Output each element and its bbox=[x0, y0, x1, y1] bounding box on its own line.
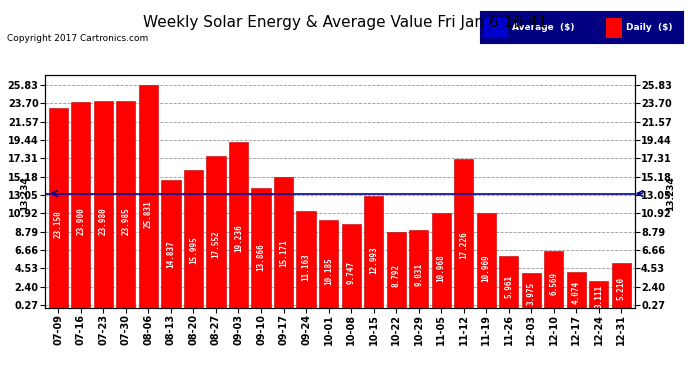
Text: 12.993: 12.993 bbox=[369, 247, 378, 274]
Bar bbox=[589, 281, 609, 308]
Bar bbox=[606, 18, 622, 38]
Text: 13.234: 13.234 bbox=[667, 176, 676, 211]
Text: 23.900: 23.900 bbox=[77, 207, 86, 235]
Text: 17.226: 17.226 bbox=[459, 231, 469, 259]
Bar bbox=[364, 196, 383, 308]
Bar bbox=[431, 213, 451, 308]
Text: 6.569: 6.569 bbox=[549, 272, 558, 295]
Bar bbox=[117, 101, 135, 308]
Bar bbox=[251, 188, 270, 308]
Text: 9.031: 9.031 bbox=[414, 263, 423, 286]
Bar bbox=[544, 251, 563, 308]
Text: 5.961: 5.961 bbox=[504, 274, 513, 297]
Bar bbox=[342, 224, 361, 308]
Text: Weekly Solar Energy & Average Value Fri Jan 6 16:41: Weekly Solar Energy & Average Value Fri … bbox=[143, 15, 547, 30]
Text: 10.969: 10.969 bbox=[482, 254, 491, 282]
Text: 3.975: 3.975 bbox=[526, 282, 535, 304]
Bar bbox=[229, 142, 248, 308]
Text: Average  ($): Average ($) bbox=[512, 22, 575, 32]
Text: 13.866: 13.866 bbox=[257, 243, 266, 271]
Text: 10.968: 10.968 bbox=[437, 254, 446, 282]
Text: Copyright 2017 Cartronics.com: Copyright 2017 Cartronics.com bbox=[7, 34, 148, 43]
Text: 9.747: 9.747 bbox=[346, 261, 355, 284]
Text: 23.985: 23.985 bbox=[121, 207, 130, 235]
Text: 23.980: 23.980 bbox=[99, 207, 108, 235]
Text: 5.210: 5.210 bbox=[617, 277, 626, 300]
Text: 19.236: 19.236 bbox=[234, 224, 243, 252]
Bar bbox=[566, 272, 586, 308]
Bar bbox=[477, 213, 495, 308]
Bar bbox=[139, 85, 158, 308]
Text: Daily  ($): Daily ($) bbox=[626, 22, 673, 32]
Bar bbox=[49, 108, 68, 308]
Bar bbox=[319, 220, 338, 308]
Text: 15.171: 15.171 bbox=[279, 239, 288, 267]
Text: 4.074: 4.074 bbox=[572, 281, 581, 304]
Text: 25.831: 25.831 bbox=[144, 200, 153, 228]
Bar bbox=[484, 18, 508, 38]
Text: 23.150: 23.150 bbox=[54, 210, 63, 238]
Bar bbox=[499, 256, 518, 307]
Bar bbox=[94, 101, 113, 308]
Bar bbox=[612, 262, 631, 308]
Text: 15.995: 15.995 bbox=[189, 236, 198, 264]
Bar bbox=[71, 102, 90, 308]
Text: 8.792: 8.792 bbox=[392, 264, 401, 287]
Bar bbox=[297, 211, 315, 308]
Text: 17.552: 17.552 bbox=[211, 230, 221, 258]
Bar bbox=[206, 156, 226, 308]
Text: 3.111: 3.111 bbox=[594, 285, 603, 308]
Bar bbox=[522, 273, 541, 308]
Text: 14.837: 14.837 bbox=[166, 240, 175, 268]
Text: 11.163: 11.163 bbox=[302, 253, 310, 281]
Bar bbox=[161, 180, 181, 308]
Bar bbox=[274, 177, 293, 308]
Bar bbox=[454, 159, 473, 308]
Bar bbox=[386, 232, 406, 308]
Bar bbox=[184, 170, 203, 308]
Text: 10.185: 10.185 bbox=[324, 257, 333, 285]
Text: 13.234: 13.234 bbox=[20, 176, 29, 211]
Bar bbox=[409, 230, 428, 308]
